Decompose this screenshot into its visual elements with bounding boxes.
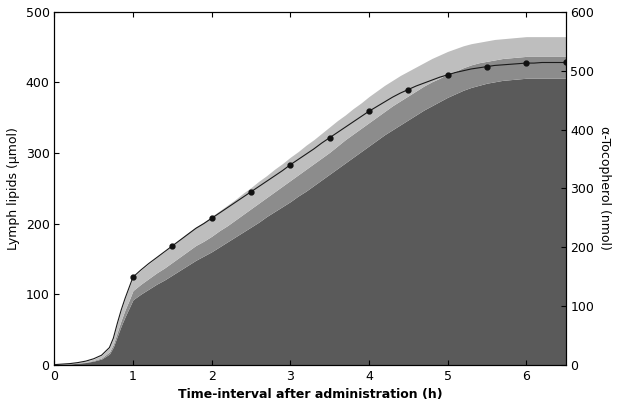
Y-axis label: Lymph lipids (μmol): Lymph lipids (μmol) [7,127,20,250]
Y-axis label: α-Tocopherol (nmol): α-Tocopherol (nmol) [598,126,611,250]
X-axis label: Time-interval after administration (h): Time-interval after administration (h) [177,388,442,401]
